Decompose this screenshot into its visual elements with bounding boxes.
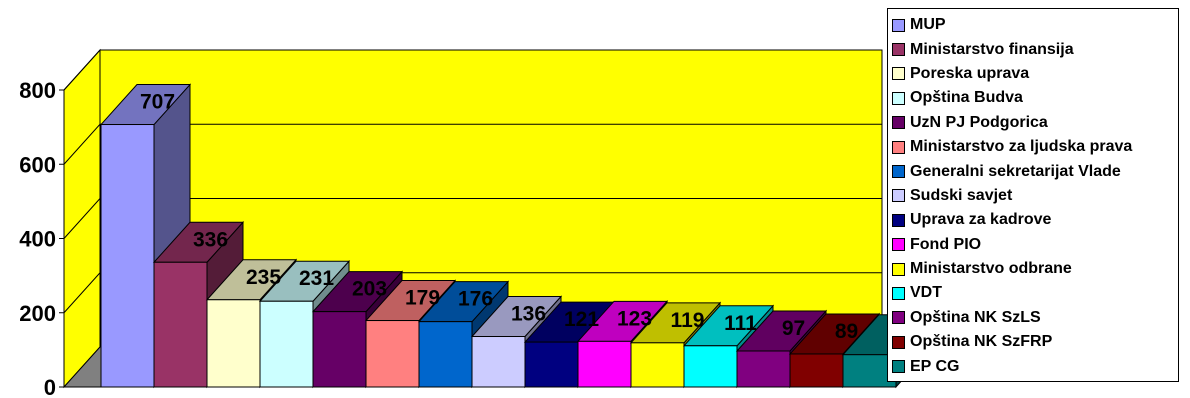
legend-swatch xyxy=(892,262,905,276)
legend-item: VDT xyxy=(892,281,1178,305)
gridline xyxy=(63,198,882,239)
legend-swatch xyxy=(892,116,905,130)
legend-item: Fond PIO xyxy=(892,233,1178,257)
legend-item: UzN PJ Podgorica xyxy=(892,111,1178,135)
data-label: 123 xyxy=(617,307,652,330)
legend-label: Opština Budva xyxy=(910,89,1023,107)
data-label: 176 xyxy=(458,288,493,311)
data-label: 707 xyxy=(140,91,175,114)
legend-item: EP CG xyxy=(892,354,1178,378)
y-tick-label: 0 xyxy=(44,375,56,398)
y-tick-label: 200 xyxy=(19,301,56,326)
legend-swatch xyxy=(892,189,905,203)
bar xyxy=(789,353,844,388)
legend-swatch xyxy=(892,67,905,81)
bar xyxy=(206,299,261,388)
gridline xyxy=(63,272,882,314)
data-label: 231 xyxy=(299,267,334,290)
legend-label: Ministarstvo finansija xyxy=(910,40,1074,58)
bar xyxy=(736,350,791,388)
data-label: 336 xyxy=(193,228,228,251)
legend-label: Uprava za kadrove xyxy=(910,211,1052,229)
gridline xyxy=(63,123,882,165)
legend-item: Opština NK SzFRP xyxy=(892,330,1178,354)
legend-item: Opština Budva xyxy=(892,86,1178,110)
legend-label: UzN PJ Podgorica xyxy=(910,113,1048,131)
legend-item: Uprava za kadrove xyxy=(892,208,1178,232)
legend-item: Opština NK SzLS xyxy=(892,306,1178,330)
legend-swatch xyxy=(892,165,905,179)
y-tick-label: 800 xyxy=(19,78,56,103)
legend-label: VDT xyxy=(910,284,942,302)
legend-swatch xyxy=(892,335,905,349)
legend-label: Opština NK SzFRP xyxy=(910,333,1053,351)
legend-item: Ministarstvo odbrane xyxy=(892,257,1178,281)
data-label: 119 xyxy=(671,309,705,332)
legend-label: Ministarstvo odbrane xyxy=(910,260,1072,278)
legend-item: Poreska uprava xyxy=(892,62,1178,86)
data-label: 203 xyxy=(352,278,387,301)
bar xyxy=(259,300,314,388)
legend-item: Ministarstvo finansija xyxy=(892,37,1178,61)
legend-label: MUP xyxy=(910,16,946,34)
bar xyxy=(683,345,738,388)
bar xyxy=(312,311,367,388)
legend-swatch xyxy=(892,238,905,252)
legend-item: Sudski savjet xyxy=(892,184,1178,208)
legend-label: Sudski savjet xyxy=(910,186,1013,204)
legend-swatch xyxy=(892,43,905,57)
legend-item: Generalni sekretarijat Vlade xyxy=(892,159,1178,183)
legend-swatch xyxy=(892,311,905,325)
legend-label: Opština NK SzLS xyxy=(910,308,1041,326)
legend-swatch xyxy=(892,286,905,300)
y-tick-label: 600 xyxy=(19,152,56,177)
data-label: 89 xyxy=(835,320,858,343)
data-label: 121 xyxy=(564,308,599,331)
data-label: 179 xyxy=(405,287,440,310)
data-label: 111 xyxy=(724,312,757,335)
bar xyxy=(577,340,632,388)
bar xyxy=(524,341,579,388)
legend-swatch xyxy=(892,18,905,32)
legend-swatch xyxy=(892,360,905,374)
data-label: 136 xyxy=(511,303,546,326)
legend-label: Ministarstvo za ljudska prava xyxy=(910,138,1133,156)
bar xyxy=(365,320,420,388)
legend-item: MUP xyxy=(892,13,1178,37)
legend: MUP Ministarstvo finansija Poreska uprava O… xyxy=(887,8,1179,382)
legend-swatch xyxy=(892,91,905,105)
bar xyxy=(471,336,526,388)
legend-label: Poreska uprava xyxy=(910,64,1030,82)
legend-label: Fond PIO xyxy=(910,235,982,253)
data-label: 235 xyxy=(246,266,281,289)
bar xyxy=(153,261,208,388)
bar xyxy=(418,321,473,388)
legend-swatch xyxy=(892,140,905,154)
gridline xyxy=(63,49,882,91)
data-label: 97 xyxy=(782,317,805,340)
legend-label: Generalni sekretarijat Vlade xyxy=(910,162,1121,180)
legend-swatch xyxy=(892,213,905,227)
bar xyxy=(100,124,155,388)
legend-item: Ministarstvo za ljudska prava xyxy=(892,135,1178,159)
bar xyxy=(630,342,685,388)
y-tick-label: 400 xyxy=(19,227,56,252)
legend-label: EP CG xyxy=(910,357,960,375)
